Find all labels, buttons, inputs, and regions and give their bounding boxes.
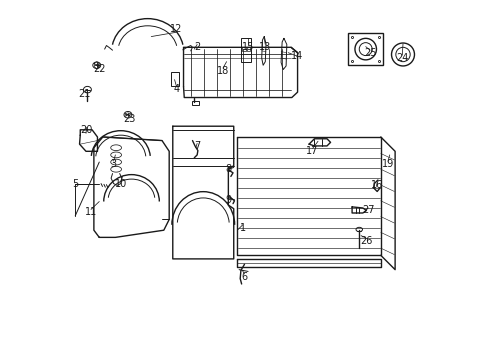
Text: 11: 11 xyxy=(85,207,97,217)
Text: 16: 16 xyxy=(370,180,383,190)
Text: 27: 27 xyxy=(361,206,374,216)
Text: 1: 1 xyxy=(239,224,245,233)
Text: 26: 26 xyxy=(360,236,372,246)
Text: 12: 12 xyxy=(170,24,182,35)
Bar xyxy=(348,33,382,65)
Text: 21: 21 xyxy=(79,89,91,99)
Bar xyxy=(192,101,198,105)
Text: 2: 2 xyxy=(194,42,200,52)
Text: 8: 8 xyxy=(225,164,231,174)
Bar xyxy=(171,72,179,86)
Text: 20: 20 xyxy=(81,125,93,135)
Text: 13: 13 xyxy=(259,42,271,52)
Text: 24: 24 xyxy=(395,53,407,63)
Bar xyxy=(246,47,249,51)
Text: 14: 14 xyxy=(291,51,303,61)
Text: 3: 3 xyxy=(110,159,117,169)
Text: 22: 22 xyxy=(93,64,105,74)
Text: 19: 19 xyxy=(381,159,393,169)
Text: 6: 6 xyxy=(241,272,247,282)
Text: 15: 15 xyxy=(242,42,254,52)
Text: 4: 4 xyxy=(173,84,179,94)
Bar xyxy=(241,39,250,62)
Text: 17: 17 xyxy=(306,146,318,156)
Text: 9: 9 xyxy=(225,195,231,205)
Bar xyxy=(242,47,245,51)
Text: 5: 5 xyxy=(72,179,78,189)
Text: 18: 18 xyxy=(216,66,229,76)
Text: 10: 10 xyxy=(114,179,127,189)
Text: 23: 23 xyxy=(123,114,136,124)
Text: 7: 7 xyxy=(194,141,200,151)
Text: 25: 25 xyxy=(363,48,375,58)
